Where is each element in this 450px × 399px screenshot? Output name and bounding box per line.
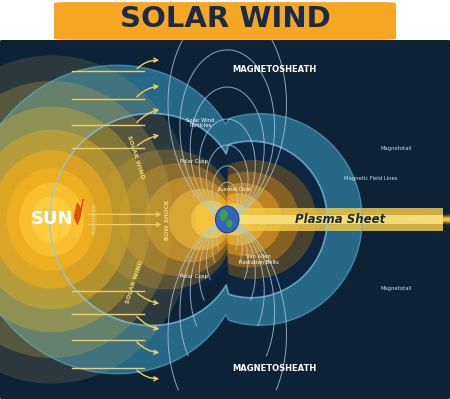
Circle shape: [0, 150, 112, 289]
FancyBboxPatch shape: [54, 2, 396, 40]
Text: Polar Cusp: Polar Cusp: [180, 275, 207, 279]
Circle shape: [0, 107, 151, 332]
Polygon shape: [74, 199, 83, 225]
Text: Prominence: Prominence: [92, 203, 97, 234]
Circle shape: [19, 182, 84, 257]
Text: Solar Wind
Particles: Solar Wind Particles: [186, 118, 215, 128]
Polygon shape: [103, 141, 450, 298]
Circle shape: [0, 81, 173, 358]
Text: Magnetotail: Magnetotail: [380, 146, 412, 151]
Text: SOLAR WIND: SOLAR WIND: [126, 134, 144, 179]
FancyBboxPatch shape: [0, 38, 450, 399]
Polygon shape: [230, 215, 443, 223]
Text: MAGNETOSHEATH: MAGNETOSHEATH: [232, 65, 317, 74]
Polygon shape: [230, 208, 443, 231]
Polygon shape: [168, 189, 450, 250]
Circle shape: [0, 130, 130, 309]
Text: Van Allen
Radiation Belts: Van Allen Radiation Belts: [239, 254, 279, 265]
Polygon shape: [191, 200, 450, 239]
Text: SOLAR WIND: SOLAR WIND: [126, 260, 144, 304]
Text: MAGNETOSHEATH: MAGNETOSHEATH: [232, 364, 317, 373]
Text: SUN: SUN: [31, 210, 73, 229]
Polygon shape: [0, 65, 362, 374]
Circle shape: [32, 196, 72, 243]
Polygon shape: [93, 150, 450, 289]
Text: Magnetotail: Magnetotail: [380, 286, 412, 291]
Text: Magnetic Field Lines: Magnetic Field Lines: [345, 176, 398, 181]
Ellipse shape: [226, 219, 232, 228]
Circle shape: [0, 55, 196, 383]
Text: Plasma Sheet: Plasma Sheet: [295, 213, 385, 226]
Text: Auroral Oval: Auroral Oval: [218, 187, 250, 192]
Circle shape: [216, 206, 239, 233]
Polygon shape: [145, 176, 450, 263]
Polygon shape: [119, 163, 450, 276]
Ellipse shape: [220, 210, 228, 221]
Text: SOLAR WIND: SOLAR WIND: [120, 5, 330, 33]
Circle shape: [7, 168, 97, 271]
Text: Polar Cusp: Polar Cusp: [180, 160, 207, 164]
Text: BOW SHOCK: BOW SHOCK: [165, 199, 170, 240]
